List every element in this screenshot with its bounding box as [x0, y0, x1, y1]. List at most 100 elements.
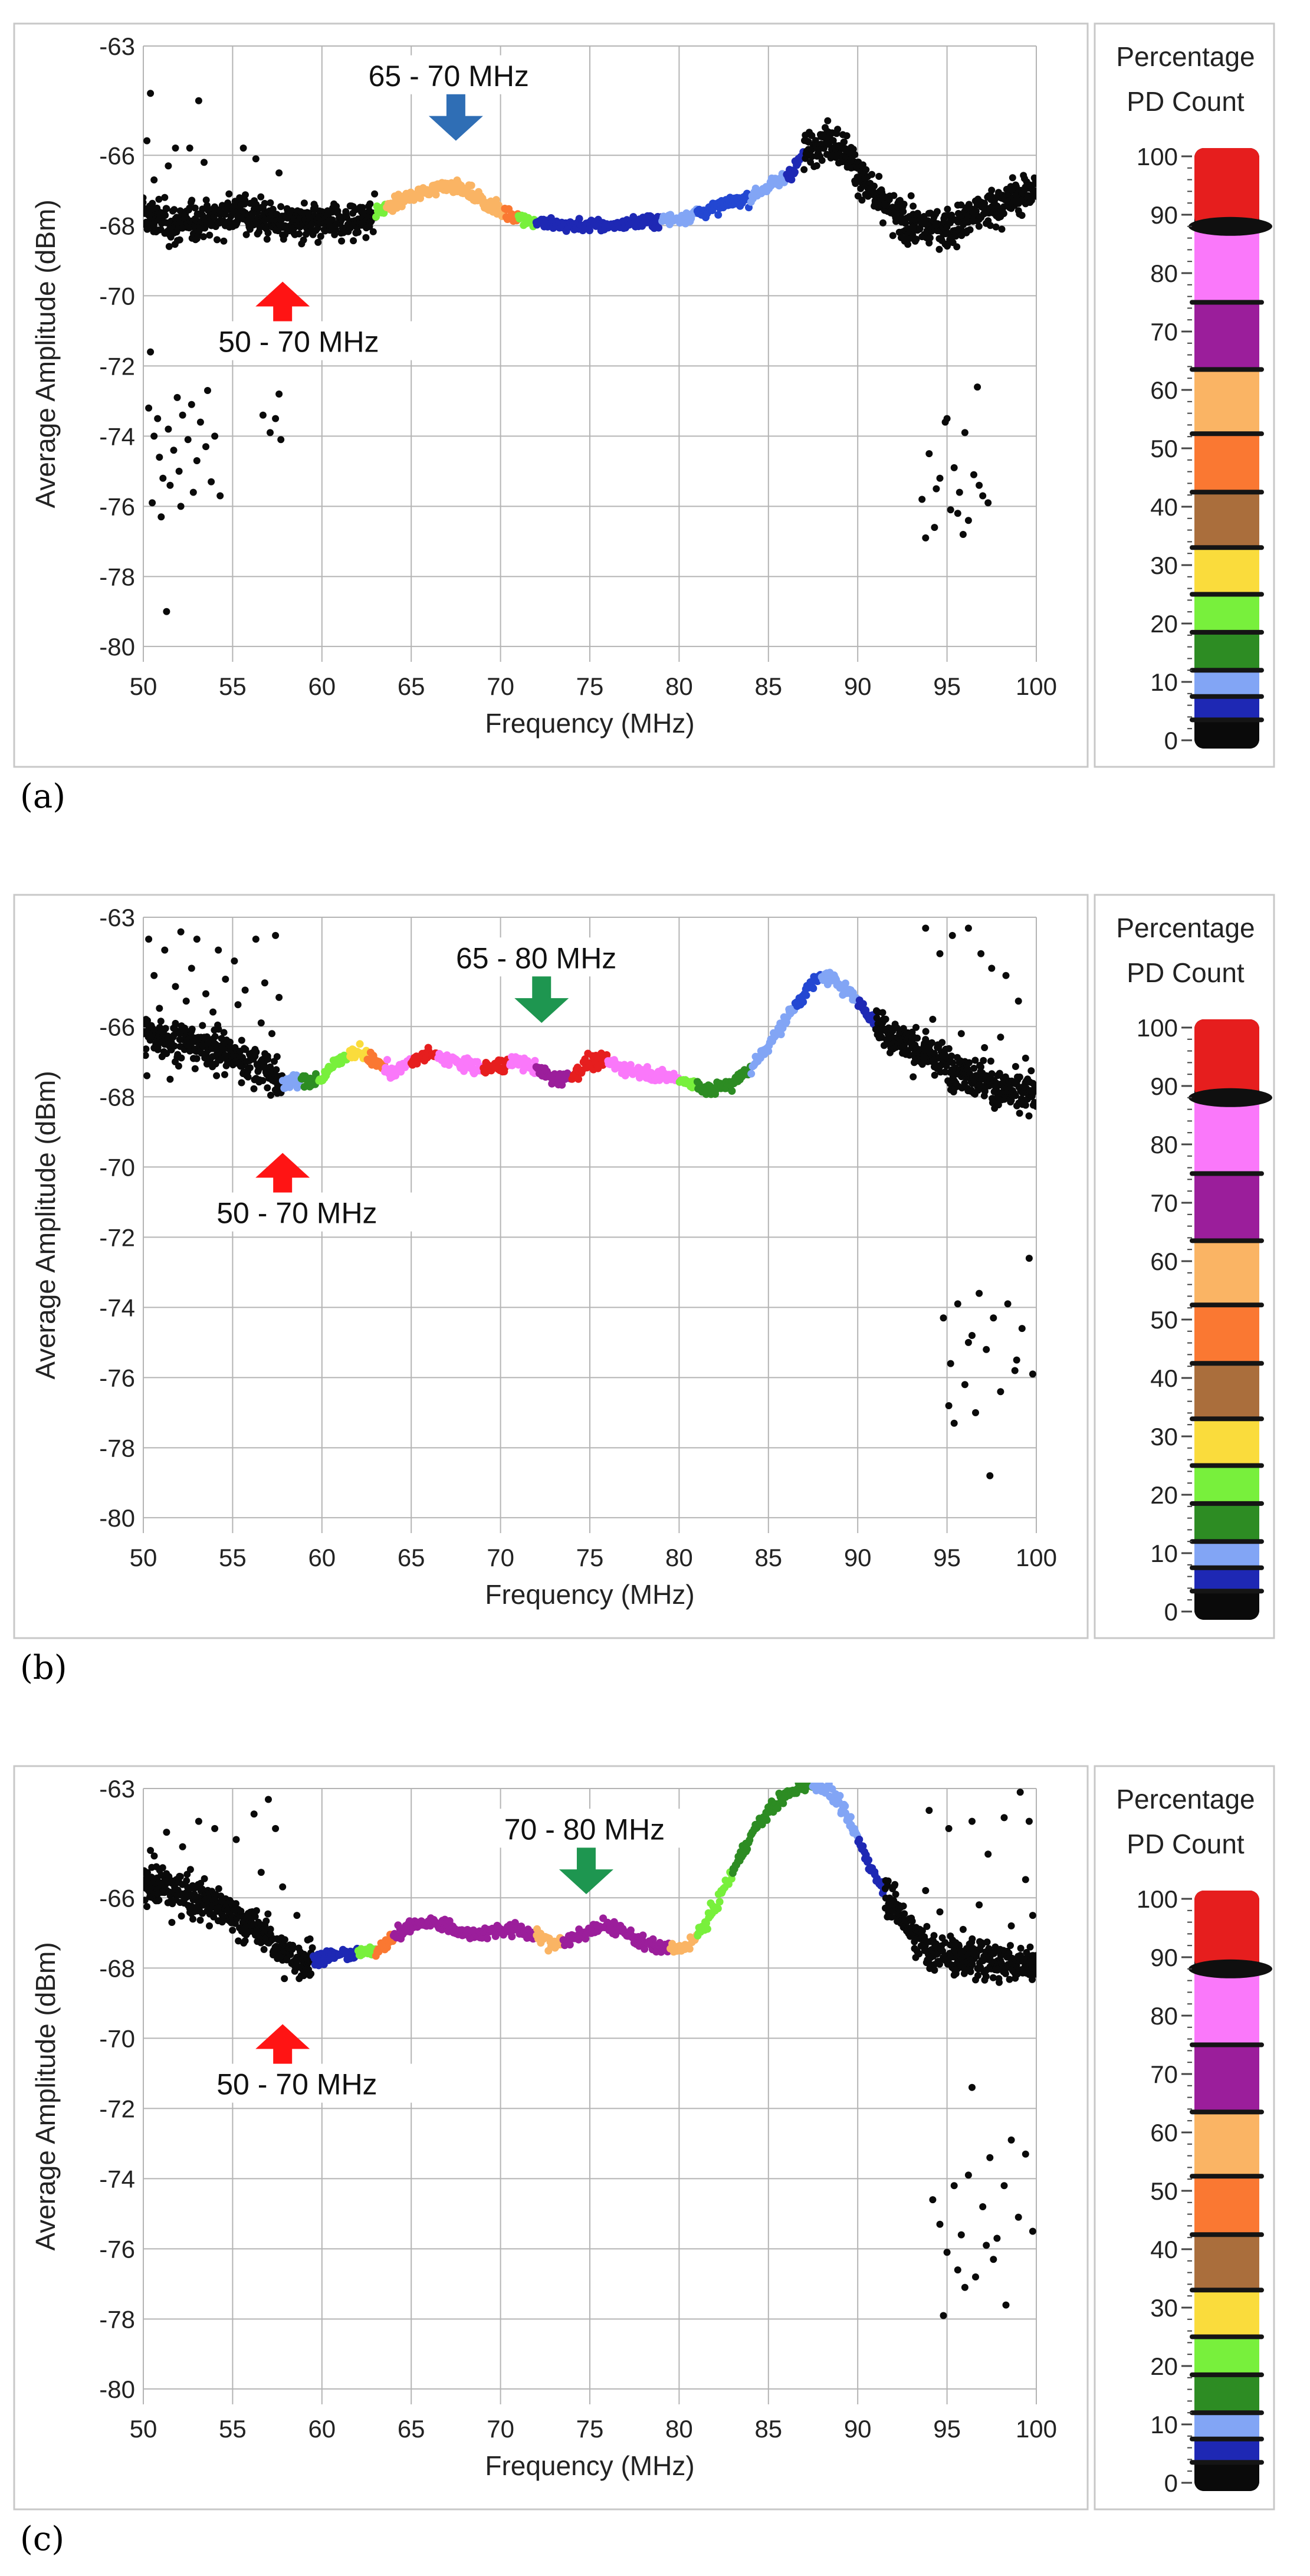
x-tick-label: 60 — [308, 2415, 336, 2443]
outlier-point — [1025, 1255, 1033, 1262]
colorbar-tick-label: 20 — [1150, 1481, 1178, 1509]
outlier-point — [956, 488, 963, 496]
outlier-point — [948, 931, 956, 939]
colorbar-band — [1194, 1465, 1259, 1504]
data-point — [953, 243, 961, 251]
data-point — [966, 226, 974, 234]
outlier-point — [147, 1847, 155, 1854]
colorbar-separator — [1190, 2174, 1264, 2179]
outlier-point — [986, 2154, 994, 2161]
outlier-point — [234, 1001, 242, 1009]
outlier-point — [925, 1807, 933, 1814]
colorbar-separator — [1190, 2109, 1264, 2115]
outlier-point — [979, 2203, 987, 2210]
colorbar-tick-label: 100 — [1137, 1885, 1178, 1913]
y-tick-label: -74 — [99, 2165, 135, 2193]
outlier-point — [170, 447, 178, 454]
y-tick-label: -66 — [99, 1013, 135, 1041]
data-point — [170, 1042, 178, 1050]
data-point — [1033, 1964, 1036, 1971]
x-tick-label: 50 — [130, 1544, 157, 1571]
up-arrow-marker — [255, 281, 310, 349]
data-point — [1033, 192, 1036, 200]
data-point — [356, 1040, 364, 1048]
colorbar-band — [1194, 302, 1259, 370]
x-tick-label: 60 — [308, 672, 336, 700]
chart-panel-2: 50 55 60 65 70 75 80 85 90 95 100-63-66-68-70-72-7… — [13, 894, 1275, 1639]
outlier-point — [156, 454, 163, 461]
data-point — [987, 1057, 994, 1065]
outlier-point — [161, 193, 169, 201]
outlier-point — [179, 1843, 186, 1850]
outlier-point — [1025, 1817, 1033, 1825]
colorbar-separator — [1190, 2410, 1264, 2416]
data-point — [293, 1084, 301, 1092]
data-point — [813, 162, 820, 169]
data-point — [296, 230, 303, 238]
colorbar-band — [1194, 434, 1259, 493]
data-point — [875, 173, 883, 180]
colorbar-separator — [1190, 367, 1264, 372]
outlier-point — [1004, 1300, 1012, 1308]
outlier-point — [143, 1072, 151, 1079]
data-point — [941, 1939, 949, 1947]
colorbar-separator — [1190, 300, 1264, 305]
data-point — [955, 1941, 963, 1949]
data-point — [238, 1036, 245, 1044]
data-point — [201, 1875, 208, 1882]
data-point — [366, 200, 374, 208]
x-tick-label: 90 — [844, 2415, 872, 2443]
data-point — [855, 1835, 864, 1843]
data-point — [202, 196, 210, 204]
data-point — [800, 166, 808, 173]
y-tick-label: -74 — [99, 422, 135, 450]
outlier-point — [161, 946, 169, 954]
outlier-point — [188, 401, 195, 408]
data-point — [843, 132, 851, 140]
outlier-point — [143, 137, 151, 145]
data-point — [851, 151, 859, 159]
colorbar-tick-label: 60 — [1150, 2119, 1178, 2147]
data-point — [264, 1052, 271, 1060]
data-point — [981, 1088, 989, 1095]
colorbar-tick-label: 80 — [1150, 2002, 1178, 2030]
outlier-point — [931, 1961, 938, 1968]
outlier-point — [997, 1388, 1004, 1396]
data-point — [277, 203, 285, 211]
annotation-label: 50 - 70 MHz — [218, 326, 379, 359]
data-point — [267, 1091, 274, 1099]
data-point — [993, 202, 1001, 210]
data-point — [273, 1053, 281, 1061]
data-point — [834, 126, 842, 133]
data-point — [1017, 1944, 1025, 1952]
colorbar-tick-label: 10 — [1150, 2411, 1178, 2439]
data-point — [922, 1028, 930, 1035]
data-point — [150, 1852, 158, 1860]
outlier-point — [918, 495, 926, 503]
data-point — [974, 1087, 982, 1094]
y-tick-label: -80 — [99, 2375, 135, 2403]
data-point — [176, 1873, 184, 1881]
colorbar-separator — [1190, 2460, 1264, 2465]
x-tick-label: 100 — [1016, 672, 1057, 700]
colorbar-separator — [1190, 2288, 1264, 2293]
outlier-point — [936, 950, 944, 957]
outlier-point — [922, 534, 930, 542]
data-point — [1012, 1092, 1019, 1100]
outlier-point — [154, 415, 162, 422]
colorbar-separator — [1190, 694, 1264, 699]
data-point — [369, 228, 377, 235]
data-point — [868, 170, 876, 178]
colorbar-slider — [1188, 216, 1272, 236]
data-point — [928, 1039, 935, 1046]
y-axis-label: Average Amplitude (dBm) — [30, 1071, 61, 1379]
outlier-point — [977, 950, 985, 957]
colorbar-tick-label: 50 — [1150, 2177, 1178, 2205]
x-tick-label: 95 — [933, 2415, 961, 2443]
data-point — [226, 1038, 234, 1046]
data-point — [432, 191, 440, 199]
data-point — [970, 1065, 978, 1072]
data-point — [149, 199, 156, 207]
data-point — [264, 1084, 271, 1092]
data-point — [900, 201, 908, 208]
